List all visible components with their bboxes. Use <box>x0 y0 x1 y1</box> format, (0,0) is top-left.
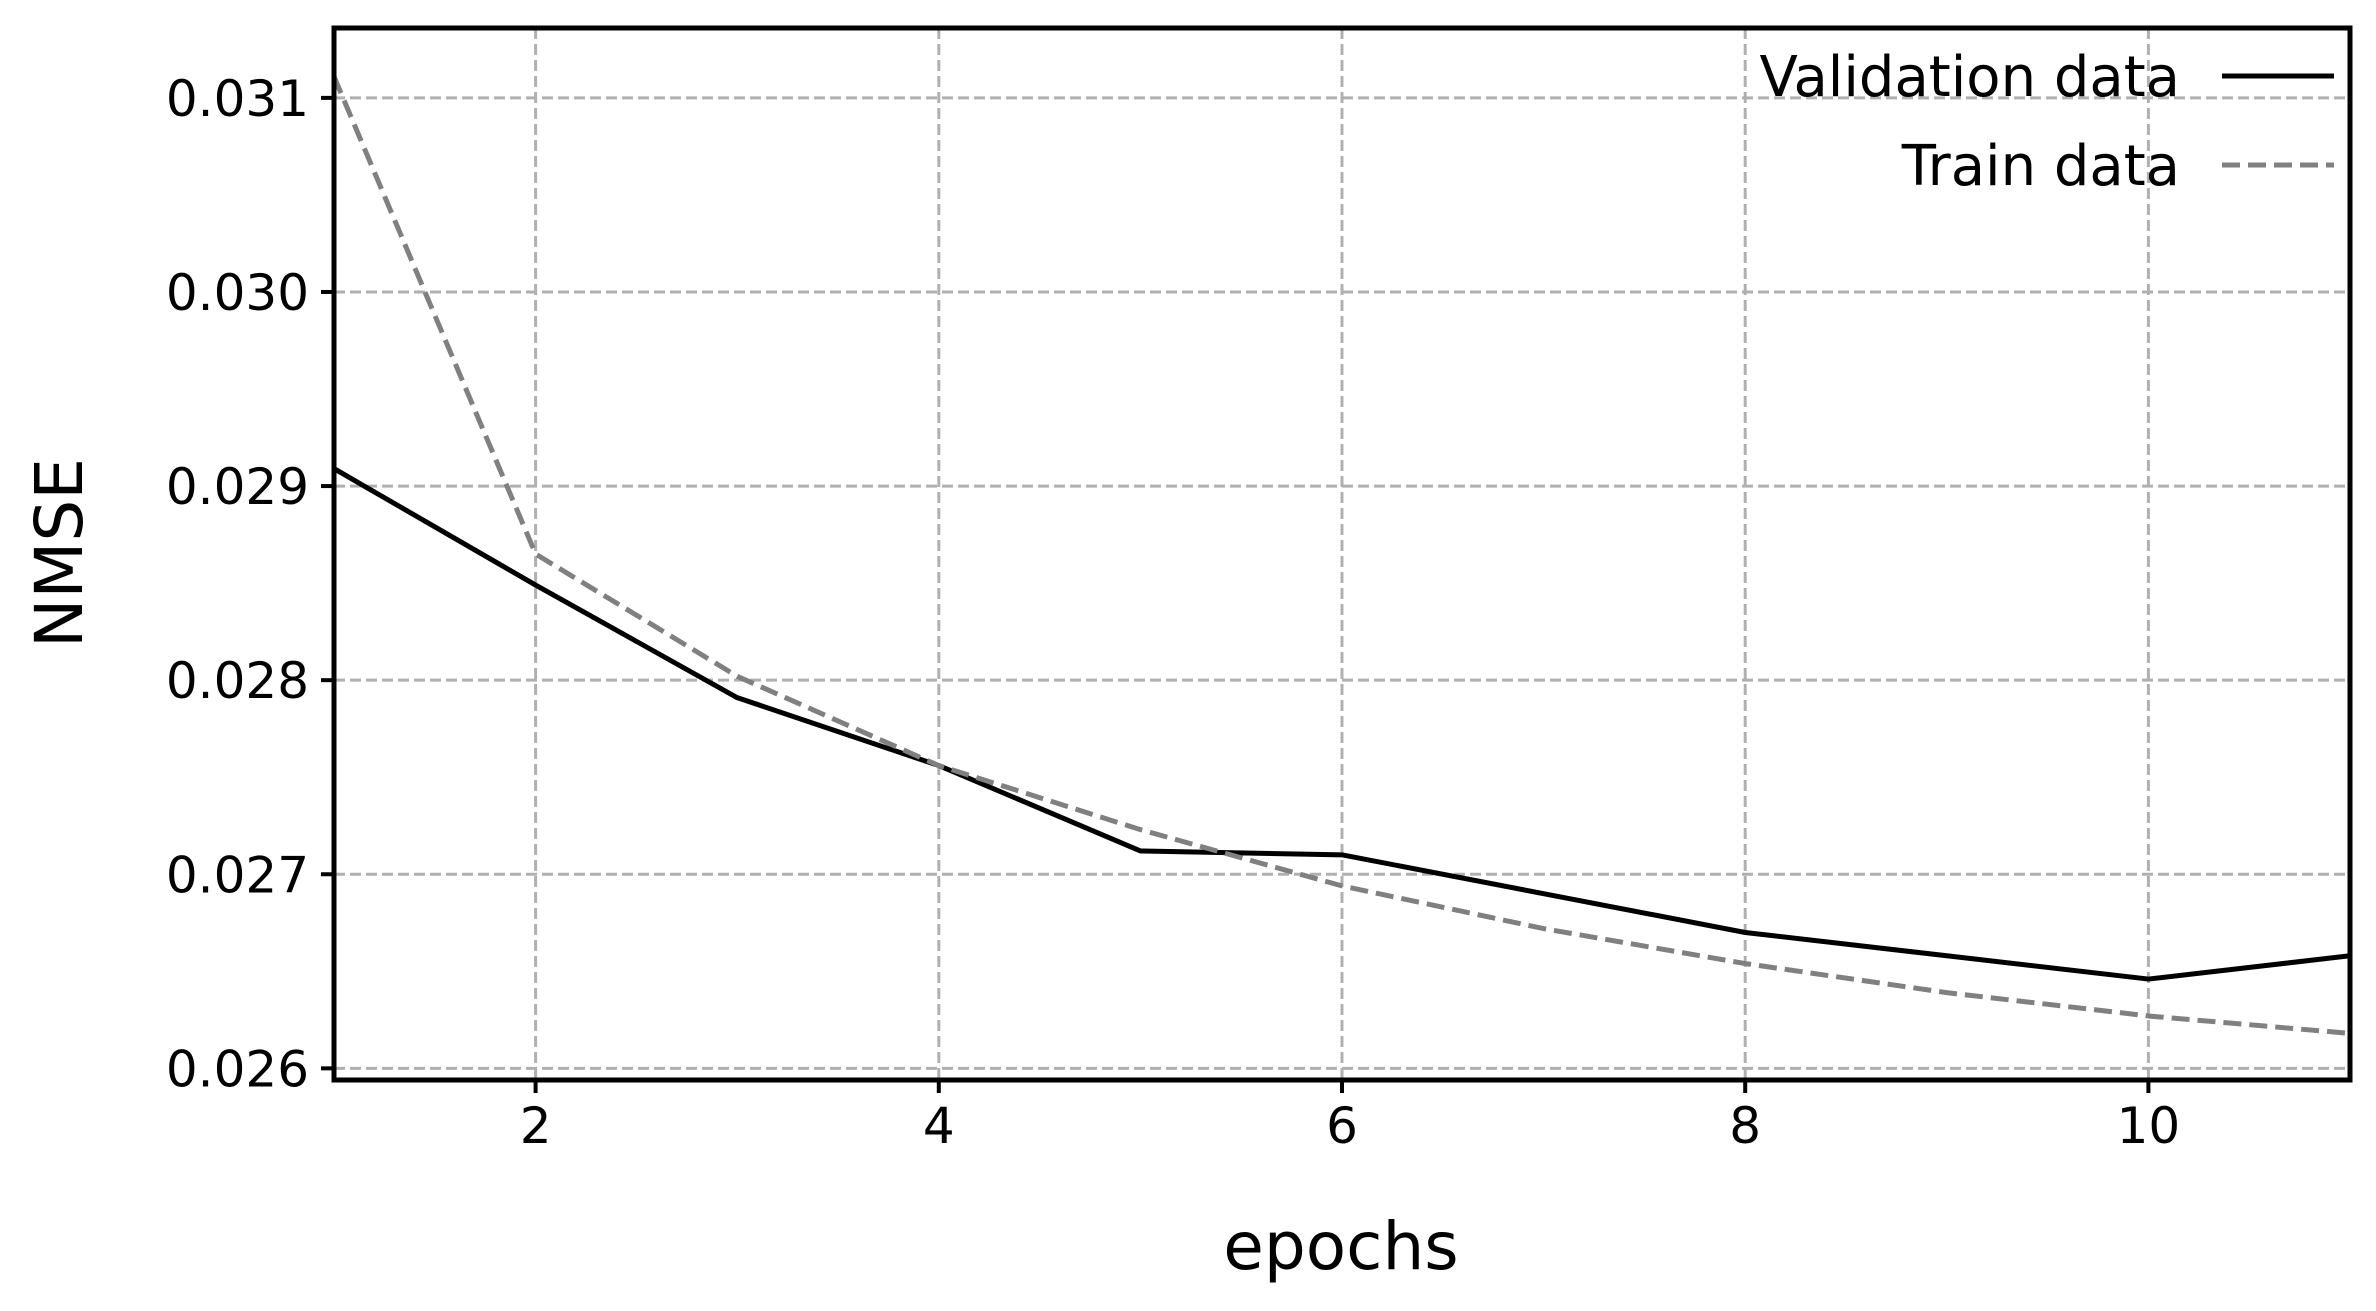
legend-label: Validation data <box>1760 45 2180 110</box>
y-tick-label: 0.030 <box>166 264 309 322</box>
y-tick-label: 0.031 <box>166 70 309 128</box>
x-tick-label: 2 <box>520 1097 552 1155</box>
y-tick-label: 0.026 <box>166 1040 309 1098</box>
x-tick-label: 4 <box>923 1097 955 1155</box>
x-axis-title: epochs <box>1223 1208 1458 1285</box>
x-tick-label: 6 <box>1326 1097 1358 1155</box>
y-tick-label: 0.028 <box>166 652 309 710</box>
legend: Validation data Train data <box>1760 45 2334 199</box>
series-lines <box>334 75 2350 1036</box>
x-axis-ticks: 2 4 6 8 10 <box>520 1080 2181 1155</box>
validation-data-line <box>334 466 2350 982</box>
y-axis-ticks: 0.026 0.027 0.028 0.029 0.030 0.031 <box>166 70 334 1098</box>
x-tick-label: 10 <box>2117 1097 2181 1155</box>
y-tick-label: 0.029 <box>166 458 309 516</box>
x-tick-label: 8 <box>1729 1097 1761 1155</box>
legend-label: Train data <box>1901 134 2180 199</box>
grid-lines <box>334 28 2350 1080</box>
y-tick-label: 0.027 <box>166 846 309 904</box>
y-axis-title: NMSE <box>21 458 98 648</box>
train-data-line <box>334 75 2350 1036</box>
